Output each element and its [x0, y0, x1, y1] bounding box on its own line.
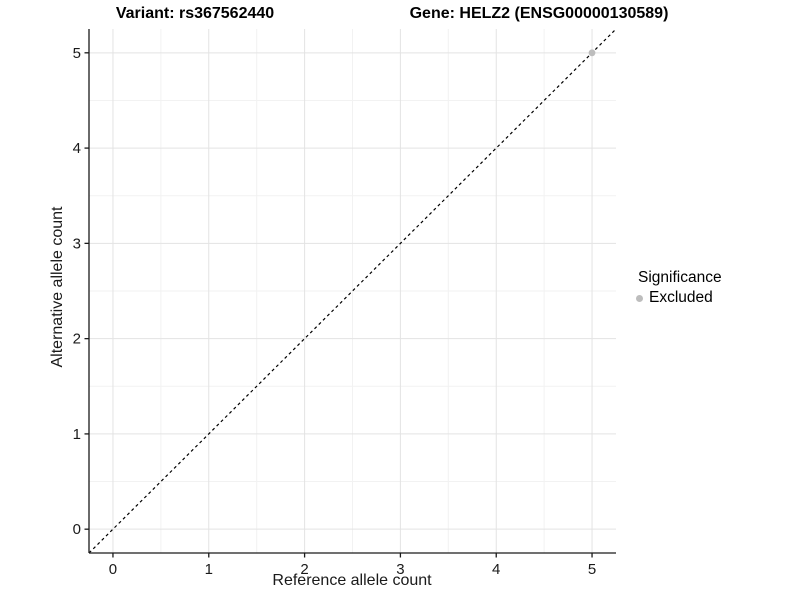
legend-entry-excluded: Excluded [634, 288, 722, 308]
legend-title: Significance [638, 269, 722, 286]
excluded-point-icon [636, 294, 643, 302]
y-tick-label: 3 [73, 235, 81, 252]
x-axis-label: Reference allele count [272, 572, 432, 589]
y-tick-label: 4 [73, 140, 81, 157]
x-tick-label: 1 [205, 561, 213, 578]
legend: Significance Excluded [634, 268, 722, 308]
gene-title: Gene: HELZ2 (ENSG00000130589) [409, 5, 669, 22]
identity-dashed-line [88, 28, 617, 554]
y-tick-label: 2 [73, 331, 81, 348]
data-point-excluded [588, 49, 596, 57]
y-tick-label: 1 [73, 426, 81, 443]
y-tick-label: 5 [73, 45, 81, 62]
x-tick-label: 5 [588, 561, 596, 578]
variant-title: Variant: rs367562440 [115, 5, 275, 22]
y-tick-label: 0 [73, 521, 81, 538]
x-tick-label: 4 [492, 561, 500, 578]
x-tick-label: 0 [109, 561, 117, 578]
x-tick-label: 2 [300, 561, 308, 578]
y-axis-label: Alternative allele count [49, 206, 66, 368]
x-tick-label: 3 [396, 561, 404, 578]
legend-entry-label: Excluded [649, 289, 713, 306]
